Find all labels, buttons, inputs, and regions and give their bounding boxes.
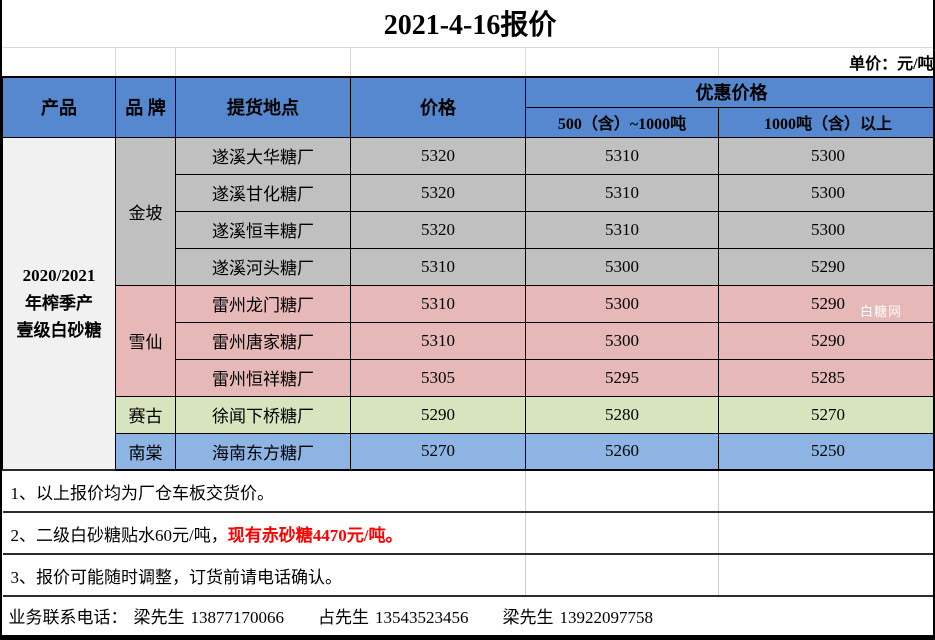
tier2-cell: 5250 (717, 432, 933, 471)
factory-cell: 遂溪大华糖厂 (175, 136, 351, 175)
table-row: 南棠 海南东方糖厂 5270 5260 5250 (2, 432, 933, 471)
price-cell: 5310 (350, 284, 526, 323)
empty-cell (525, 553, 719, 596)
factory-cell: 遂溪河头糖厂 (175, 247, 351, 286)
price-cell: 5320 (350, 210, 526, 249)
header-price: 价格 (350, 76, 526, 138)
empty-cell (525, 511, 719, 554)
tier1-cell: 5300 (525, 284, 719, 323)
brand-cell: 金坡 (115, 136, 176, 286)
tier1-cell: 5280 (525, 395, 719, 434)
table-row: 雷州恒祥糖厂 5305 5295 5285 (2, 358, 933, 397)
contact-name: 梁先生 (502, 607, 554, 627)
price-cell: 5305 (350, 358, 526, 397)
tier1-cell: 5295 (525, 358, 719, 397)
note-2-red: 现有赤砂糖4470元/吨。 (227, 525, 403, 545)
note-1: 1、以上报价均为厂仓车板交货价。 (2, 469, 526, 512)
factory-cell: 遂溪甘化糖厂 (175, 173, 351, 212)
header-row-1: 产品 品 牌 提货地点 价格 优惠价格 (2, 76, 933, 138)
factory-cell: 海南东方糖厂 (175, 432, 351, 471)
note-row-1: 1、以上报价均为厂仓车板交货价。 (2, 469, 933, 512)
tier1-cell: 5300 (525, 247, 719, 286)
brand-cell: 南棠 (115, 432, 176, 471)
contact-phone: 13543523456 (375, 607, 469, 627)
note-row-2: 2、二级白砂糖贴水60元/吨，现有赤砂糖4470元/吨。 (2, 511, 933, 554)
tier2-cell: 5270 (717, 395, 933, 434)
note-2-black: 2、二级白砂糖贴水60元/吨， (10, 525, 228, 545)
empty-cell (717, 469, 933, 512)
tier1-cell: 5310 (525, 210, 719, 249)
factory-cell: 雷州唐家糖厂 (175, 321, 351, 360)
contact-name: 占先生 (318, 607, 369, 627)
empty-cell (525, 47, 719, 77)
price-cell: 5310 (350, 321, 526, 360)
empty-cell (717, 553, 933, 596)
product-line: 壹级白砂糖 (16, 320, 102, 340)
tier2-cell: 5290 (717, 247, 933, 286)
unit-row: 单价：元/吨 (2, 47, 934, 77)
price-cell: 5310 (350, 247, 526, 286)
tier2-cell: 5300 (717, 136, 933, 175)
tier2-cell: 5300 (717, 210, 933, 249)
contact-line: 业务联系电话： 梁先生 13877170066 占先生 13543523456 梁先生 13… (2, 595, 933, 633)
title-row: 2021-4-16报价 (2, 0, 933, 48)
table-row: 2020/2021 年榨季产 壹级白砂糖 金坡 遂溪大华糖厂 5320 5310… (2, 136, 933, 471)
factory-cell: 雷州恒祥糖厂 (175, 358, 351, 397)
contact-phone: 13877170066 (190, 607, 285, 627)
brand-cell: 雪仙 (115, 284, 176, 397)
tier1-cell: 5260 (525, 432, 719, 471)
note-row-3: 3、报价可能随时调整，订货前请电话确认。 (2, 553, 933, 596)
factory-cell: 徐闻下桥糖厂 (175, 395, 351, 434)
price-cell: 5290 (350, 395, 526, 434)
tier1-cell: 5310 (525, 136, 719, 175)
header-tier2: 1000吨（含）以上 (717, 106, 933, 138)
header-discount: 优惠价格 (524, 76, 933, 108)
price-cell: 5320 (350, 173, 526, 212)
unit-label: 单价：元/吨 (849, 55, 934, 73)
tier2-cell: 5290 (717, 284, 933, 323)
contact-row: 业务联系电话： 梁先生 13877170066 占先生 13543523456 梁先生 13… (2, 595, 933, 633)
contact-label: 业务联系电话： (8, 607, 128, 627)
product-line: 年榨季产 (25, 293, 93, 313)
header-product: 产品 (2, 76, 116, 138)
note-3: 3、报价可能随时调整，订货前请电话确认。 (2, 553, 526, 596)
tier1-cell: 5310 (525, 173, 719, 212)
factory-cell: 遂溪恒丰糖厂 (175, 210, 351, 249)
page-title: 2021-4-16报价 (2, 0, 933, 48)
empty-cell (350, 47, 526, 77)
table-row: 雪仙 雷州龙门糖厂 5310 5300 5290 (2, 284, 933, 397)
brand-cell: 赛古 (115, 395, 176, 434)
tier2-cell: 5290 (717, 321, 933, 360)
price-cell: 5320 (350, 136, 526, 175)
price-cell: 5270 (350, 432, 526, 471)
product-line: 2020/2021 (22, 266, 96, 286)
header-tier1: 500（含）~1000吨 (525, 106, 719, 138)
product-cell: 2020/2021 年榨季产 壹级白砂糖 (2, 136, 116, 471)
contact-phone: 13922097758 (559, 607, 654, 627)
tier2-cell: 5285 (717, 358, 933, 397)
empty-cell (2, 47, 116, 77)
header-brand: 品 牌 (115, 76, 176, 138)
empty-cell (525, 469, 719, 512)
tier2-cell: 5300 (717, 173, 933, 212)
contact-name: 梁先生 (133, 607, 185, 627)
empty-cell (717, 511, 933, 554)
header-location: 提货地点 (175, 76, 351, 138)
table-row: 赛古 徐闻下桥糖厂 5290 5280 5270 (2, 395, 933, 434)
tier1-cell: 5300 (525, 321, 719, 360)
empty-cell (115, 47, 176, 77)
factory-cell: 雷州龙门糖厂 (175, 284, 351, 323)
empty-cell (175, 47, 351, 77)
note-2: 2、二级白砂糖贴水60元/吨，现有赤砂糖4470元/吨。 (2, 511, 526, 554)
